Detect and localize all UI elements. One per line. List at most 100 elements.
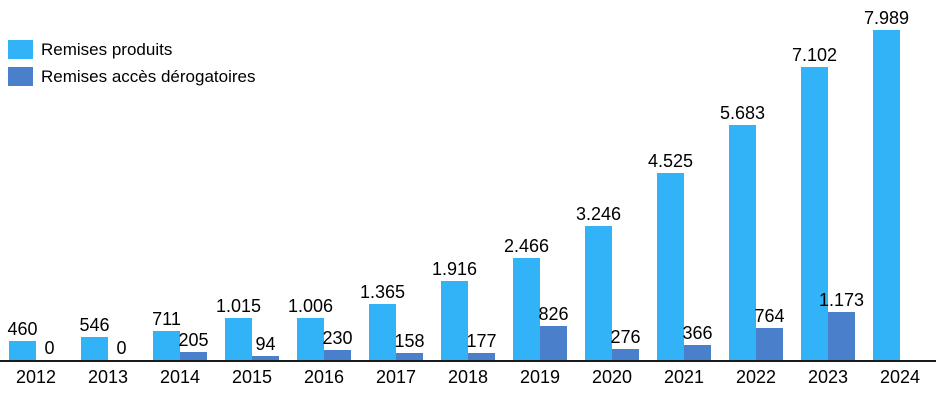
bar-remises-produits [585, 226, 612, 360]
value-label: 711 [152, 309, 181, 329]
bar-remises-acces-derogatoires [324, 350, 351, 360]
plot-area: 460 0 546 0 711 205 1.015 94 1.006 230 1.365 158 1.9… [0, 8, 927, 360]
legend-swatch-remises-produits [8, 40, 33, 59]
bar-pair: 1.006 230 [288, 296, 353, 360]
x-axis-label: 2017 [375, 367, 417, 387]
bar-pair: 546 0 [79, 315, 135, 360]
bar-remises-produits [441, 281, 468, 360]
bar-column: 711 [152, 309, 181, 360]
bar-pair: 1.916 177 [432, 259, 497, 360]
legend-item-remises-acces-derogatoires: Remises accès dérogatoires [8, 67, 255, 86]
x-axis-label: 2019 [519, 367, 561, 387]
bar-column: 0 [36, 338, 63, 360]
x-axis-label: 2015 [231, 367, 273, 387]
bar-remises-produits [369, 304, 396, 360]
value-label: 1.365 [359, 282, 406, 302]
bar-column: 7.989 [864, 8, 909, 360]
bar-remises-produits [801, 67, 828, 360]
legend-item-remises-produits: Remises produits [8, 40, 255, 59]
bar-column: 4.525 [648, 151, 693, 360]
bar-pair: 460 0 [7, 319, 63, 360]
x-axis-label: 2024 [879, 367, 921, 387]
x-axis-label: 2018 [447, 367, 489, 387]
x-axis-label: 2020 [591, 367, 633, 387]
bar-pair: 5.683 764 [720, 103, 785, 360]
year-group-2023: 7.102 1.173 [792, 45, 864, 360]
bar-column: 826 [538, 304, 569, 360]
value-label: 764 [754, 306, 785, 326]
bar-pair: 711 205 [152, 309, 209, 360]
bar-remises-acces-derogatoires [828, 312, 855, 360]
bar-column: 764 [754, 306, 785, 360]
bar-column: 1.173 [819, 290, 864, 360]
bar-column: 177 [466, 331, 497, 360]
value-label: 3.246 [575, 204, 622, 224]
bar-remises-produits [657, 173, 684, 360]
bar-column: 1.916 [432, 259, 477, 360]
bar-remises-acces-derogatoires [180, 352, 207, 360]
bar-remises-produits [225, 318, 252, 360]
bar-column: 205 [178, 330, 209, 360]
bar-pair: 7.989 [864, 8, 927, 360]
year-group-2017: 1.365 158 [360, 282, 432, 360]
x-axis-labels: 2012 2013 2014 2015 2016 2017 2018 2019 2020 2021… [0, 367, 936, 388]
bar-remises-acces-derogatoires [540, 326, 567, 360]
legend-label: Remises accès dérogatoires [41, 67, 256, 86]
year-group-2018: 1.916 177 [432, 259, 504, 360]
bar-column: 1.365 [360, 282, 405, 360]
value-label: 0 [44, 338, 55, 358]
bar-column: 366 [682, 323, 713, 360]
value-label: 0 [116, 338, 127, 358]
value-label: 205 [178, 330, 209, 350]
legend-label: Remises produits [41, 40, 173, 59]
bar-pair: 7.102 1.173 [792, 45, 864, 360]
bar-remises-acces-derogatoires [396, 353, 423, 360]
bar-column: 230 [322, 328, 353, 360]
bar-column: 3.246 [576, 204, 621, 360]
bar-column: 1.015 [216, 296, 261, 360]
bar-remises-acces-derogatoires [252, 356, 279, 360]
legend: Remises produits Remises accès dérogatoi… [8, 40, 255, 86]
legend-swatch-remises-acces-derogatoires [8, 67, 33, 86]
bar-column: 546 [79, 315, 110, 360]
x-axis-label: 2012 [15, 367, 57, 387]
year-group-2021: 4.525 366 [648, 151, 720, 360]
value-label: 1.916 [431, 259, 478, 279]
year-group-2013: 546 0 [72, 315, 144, 360]
value-label: 5.683 [719, 103, 766, 123]
value-label: 230 [322, 328, 353, 348]
year-group-2022: 5.683 764 [720, 103, 792, 360]
x-axis-label: 2023 [807, 367, 849, 387]
bar-column: 7.102 [792, 45, 837, 360]
bar-pair: 1.015 94 [216, 296, 279, 360]
bar-remises-produits [873, 30, 900, 360]
year-group-2012: 460 0 [0, 319, 72, 360]
bar-column: 0 [108, 338, 135, 360]
bar-column: 2.466 [504, 236, 549, 360]
value-label: 7.102 [791, 45, 838, 65]
value-label: 177 [466, 331, 497, 351]
bar-remises-produits [81, 337, 108, 360]
x-axis-label: 2022 [735, 367, 777, 387]
bar-pair: 4.525 366 [648, 151, 713, 360]
x-axis-label: 2016 [303, 367, 345, 387]
bar-remises-produits [513, 258, 540, 360]
bar-pair: 2.466 826 [504, 236, 569, 360]
value-label: 4.525 [647, 151, 694, 171]
bar-column: 460 [7, 319, 38, 360]
bar-column: 1.006 [288, 296, 333, 360]
bar-remises-acces-derogatoires [612, 349, 639, 360]
bar-column: 94 [252, 334, 279, 360]
value-label: 7.989 [863, 8, 910, 28]
year-group-2020: 3.246 276 [576, 204, 648, 360]
bar-remises-acces-derogatoires [756, 328, 783, 360]
value-label: 158 [394, 331, 425, 351]
bar-pair: 3.246 276 [576, 204, 641, 360]
bar-column: 158 [394, 331, 425, 360]
x-axis-label: 2013 [87, 367, 129, 387]
value-label: 2.466 [503, 236, 550, 256]
bar-column: 5.683 [720, 103, 765, 360]
year-group-2019: 2.466 826 [504, 236, 576, 360]
x-axis-label: 2014 [159, 367, 201, 387]
